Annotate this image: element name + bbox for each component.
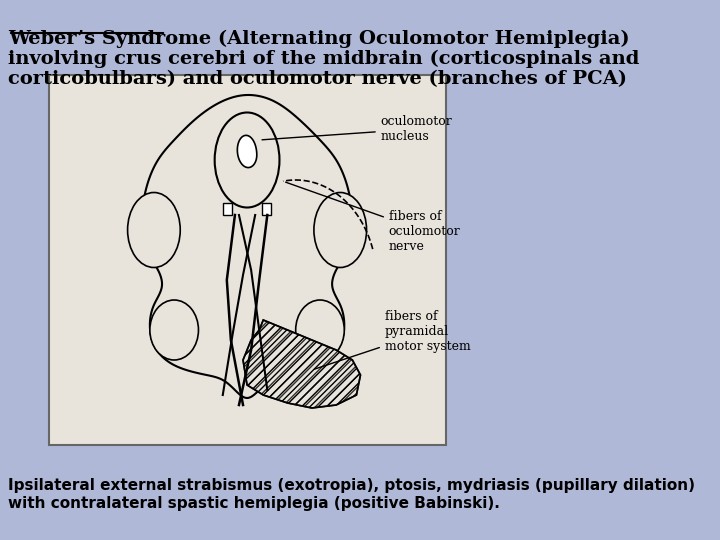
- Text: corticobulbars) and oculomotor nerve (branches of PCA): corticobulbars) and oculomotor nerve (br…: [8, 70, 627, 88]
- Polygon shape: [243, 320, 361, 408]
- Text: fibers of
oculomotor
nerve: fibers of oculomotor nerve: [286, 182, 461, 253]
- Text: oculomotor
nucleus: oculomotor nucleus: [262, 115, 452, 143]
- Ellipse shape: [215, 112, 279, 207]
- Text: Ipsilateral external strabismus (exotropia), ptosis, mydriasis (pupillary dilati: Ipsilateral external strabismus (exotrop…: [8, 478, 695, 493]
- Polygon shape: [142, 95, 353, 398]
- Ellipse shape: [296, 300, 344, 360]
- Ellipse shape: [127, 192, 180, 267]
- FancyBboxPatch shape: [49, 75, 446, 445]
- Text: with contralateral spastic hemiplegia (positive Babinski).: with contralateral spastic hemiplegia (p…: [8, 496, 500, 511]
- Bar: [222, 203, 233, 215]
- Text: fibers of
pyramidal
motor system: fibers of pyramidal motor system: [315, 310, 471, 369]
- Text: involving crus cerebri of the midbrain (corticospinals and: involving crus cerebri of the midbrain (…: [8, 50, 639, 68]
- Text: Weber’s Syndrome (Alternating Oculomotor Hemiplegia): Weber’s Syndrome (Alternating Oculomotor…: [8, 30, 630, 48]
- Ellipse shape: [150, 300, 199, 360]
- Bar: [261, 203, 271, 215]
- Polygon shape: [238, 136, 257, 167]
- Ellipse shape: [314, 192, 366, 267]
